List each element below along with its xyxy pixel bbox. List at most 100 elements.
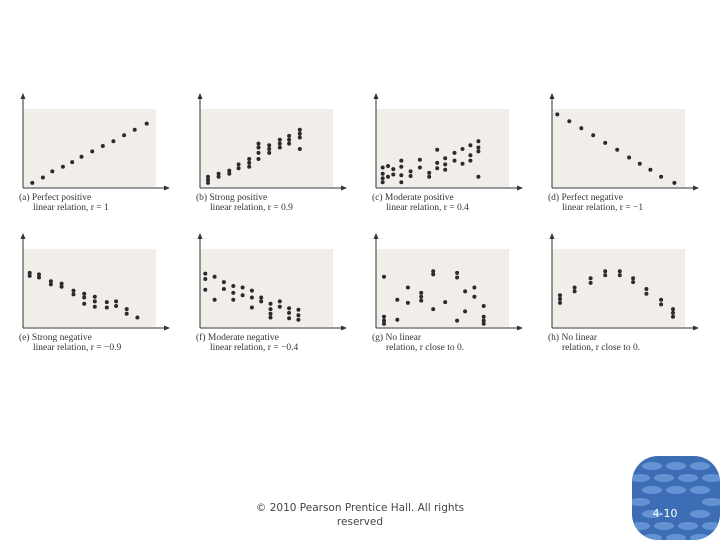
data-point-c-23 — [443, 156, 448, 161]
data-point-a-1 — [40, 175, 45, 180]
data-point-b-4 — [216, 171, 221, 176]
caption-b: (b) Strong positive linear relation, r = … — [196, 193, 293, 213]
data-point-b-26 — [297, 135, 302, 140]
y-axis-arrow — [549, 233, 555, 239]
data-point-c-2 — [380, 171, 385, 176]
data-point-c-14 — [417, 165, 422, 170]
data-point-d-2 — [579, 126, 584, 131]
data-point-b-3 — [216, 174, 221, 179]
data-point-b-23 — [287, 137, 292, 142]
data-point-c-8 — [399, 180, 404, 185]
data-point-f-6 — [221, 287, 226, 291]
data-point-b-28 — [297, 127, 302, 132]
data-point-f-24 — [287, 310, 292, 315]
scatter-panel-h: (h) No linear relation, r close to 0. — [547, 233, 699, 353]
scatter-plot-b — [197, 93, 347, 191]
caption-line-2: linear relation, r = 1 — [33, 203, 109, 213]
data-point-f-23 — [287, 306, 292, 311]
data-point-h-5 — [588, 280, 593, 285]
scatter-panel-d: (d) Perfect negative linear relation, r =… — [547, 93, 699, 213]
data-point-g-2 — [382, 318, 386, 323]
data-point-a-9 — [122, 133, 127, 138]
caption-line-1: (a) Perfect positive — [19, 193, 92, 203]
y-axis-arrow — [197, 93, 203, 99]
scatter-panel-f: (f) Moderate negative linear relation, r … — [195, 233, 347, 353]
data-point-b-16 — [267, 150, 272, 155]
badge-ellipses-graphic — [632, 456, 720, 540]
page-number: 4-10 — [652, 507, 678, 520]
data-point-f-3 — [212, 274, 217, 279]
data-point-b-19 — [277, 145, 282, 150]
scatter-plot-e — [20, 233, 170, 331]
data-point-d-8 — [648, 167, 653, 172]
data-point-g-10 — [419, 298, 424, 303]
plot-area — [200, 109, 333, 187]
caption-line-2: linear relation, r = −0.9 — [33, 343, 122, 353]
data-point-c-4 — [386, 174, 390, 179]
data-point-g-12 — [431, 272, 436, 277]
x-axis-arrow — [517, 185, 523, 191]
scatter-plot-h — [549, 233, 699, 331]
data-point-b-21 — [277, 137, 282, 142]
data-point-g-1 — [382, 314, 386, 319]
data-point-e-15 — [92, 294, 97, 299]
data-point-g-0 — [382, 274, 386, 279]
data-point-b-25 — [297, 147, 302, 151]
x-axis-arrow — [517, 325, 523, 331]
data-point-g-24 — [481, 318, 486, 323]
data-point-h-10 — [617, 269, 622, 274]
data-point-g-4 — [395, 297, 400, 302]
data-point-e-16 — [104, 305, 109, 310]
data-point-c-30 — [468, 143, 473, 148]
data-point-a-0 — [30, 180, 35, 185]
data-point-b-24 — [287, 133, 292, 138]
data-point-f-18 — [268, 307, 273, 312]
data-point-c-11 — [399, 158, 404, 163]
data-point-e-19 — [114, 299, 119, 304]
data-point-b-13 — [256, 150, 261, 155]
data-point-a-8 — [111, 139, 116, 144]
data-point-e-5 — [48, 279, 53, 284]
data-point-c-26 — [460, 161, 465, 166]
data-point-g-23 — [481, 314, 486, 319]
data-point-e-4 — [48, 282, 53, 287]
data-point-c-27 — [460, 147, 465, 151]
data-point-d-6 — [627, 155, 632, 160]
data-point-c-29 — [468, 153, 473, 158]
scatter-plot-c — [373, 93, 523, 191]
data-point-c-34 — [476, 139, 481, 144]
data-point-h-17 — [671, 307, 675, 312]
y-axis-arrow — [549, 93, 555, 99]
data-point-a-5 — [79, 154, 84, 159]
data-point-h-3 — [572, 289, 577, 294]
data-point-g-17 — [455, 318, 460, 323]
data-point-f-9 — [231, 297, 236, 302]
data-point-e-11 — [82, 291, 87, 296]
data-point-f-11 — [240, 293, 245, 298]
data-point-g-5 — [395, 317, 400, 322]
data-point-h-8 — [603, 269, 608, 274]
data-point-f-2 — [203, 287, 208, 292]
data-point-h-2 — [558, 293, 562, 298]
data-point-b-15 — [256, 141, 261, 146]
caption-line-2: linear relation, r = 0.4 — [386, 203, 469, 213]
caption-d: (d) Perfect negative linear relation, r =… — [548, 193, 643, 213]
data-point-b-9 — [247, 164, 252, 169]
data-point-a-4 — [70, 160, 75, 165]
copyright-notice: © 2010 Pearson Prentice Hall. All rights… — [250, 501, 470, 529]
data-point-f-16 — [259, 299, 264, 304]
data-point-f-7 — [231, 284, 236, 288]
data-point-e-13 — [92, 304, 97, 309]
scatter-plot-f — [197, 233, 347, 331]
data-point-c-28 — [468, 158, 473, 163]
x-axis-arrow — [341, 325, 347, 331]
data-point-g-11 — [431, 269, 436, 274]
data-point-h-14 — [644, 291, 649, 296]
data-point-b-27 — [297, 131, 302, 136]
data-point-e-20 — [124, 311, 129, 316]
caption-a: (a) Perfect positive linear relation, r =… — [19, 193, 109, 213]
data-point-b-6 — [227, 168, 232, 173]
data-point-f-20 — [268, 315, 273, 320]
data-point-f-26 — [296, 307, 301, 312]
data-point-f-10 — [240, 285, 245, 290]
